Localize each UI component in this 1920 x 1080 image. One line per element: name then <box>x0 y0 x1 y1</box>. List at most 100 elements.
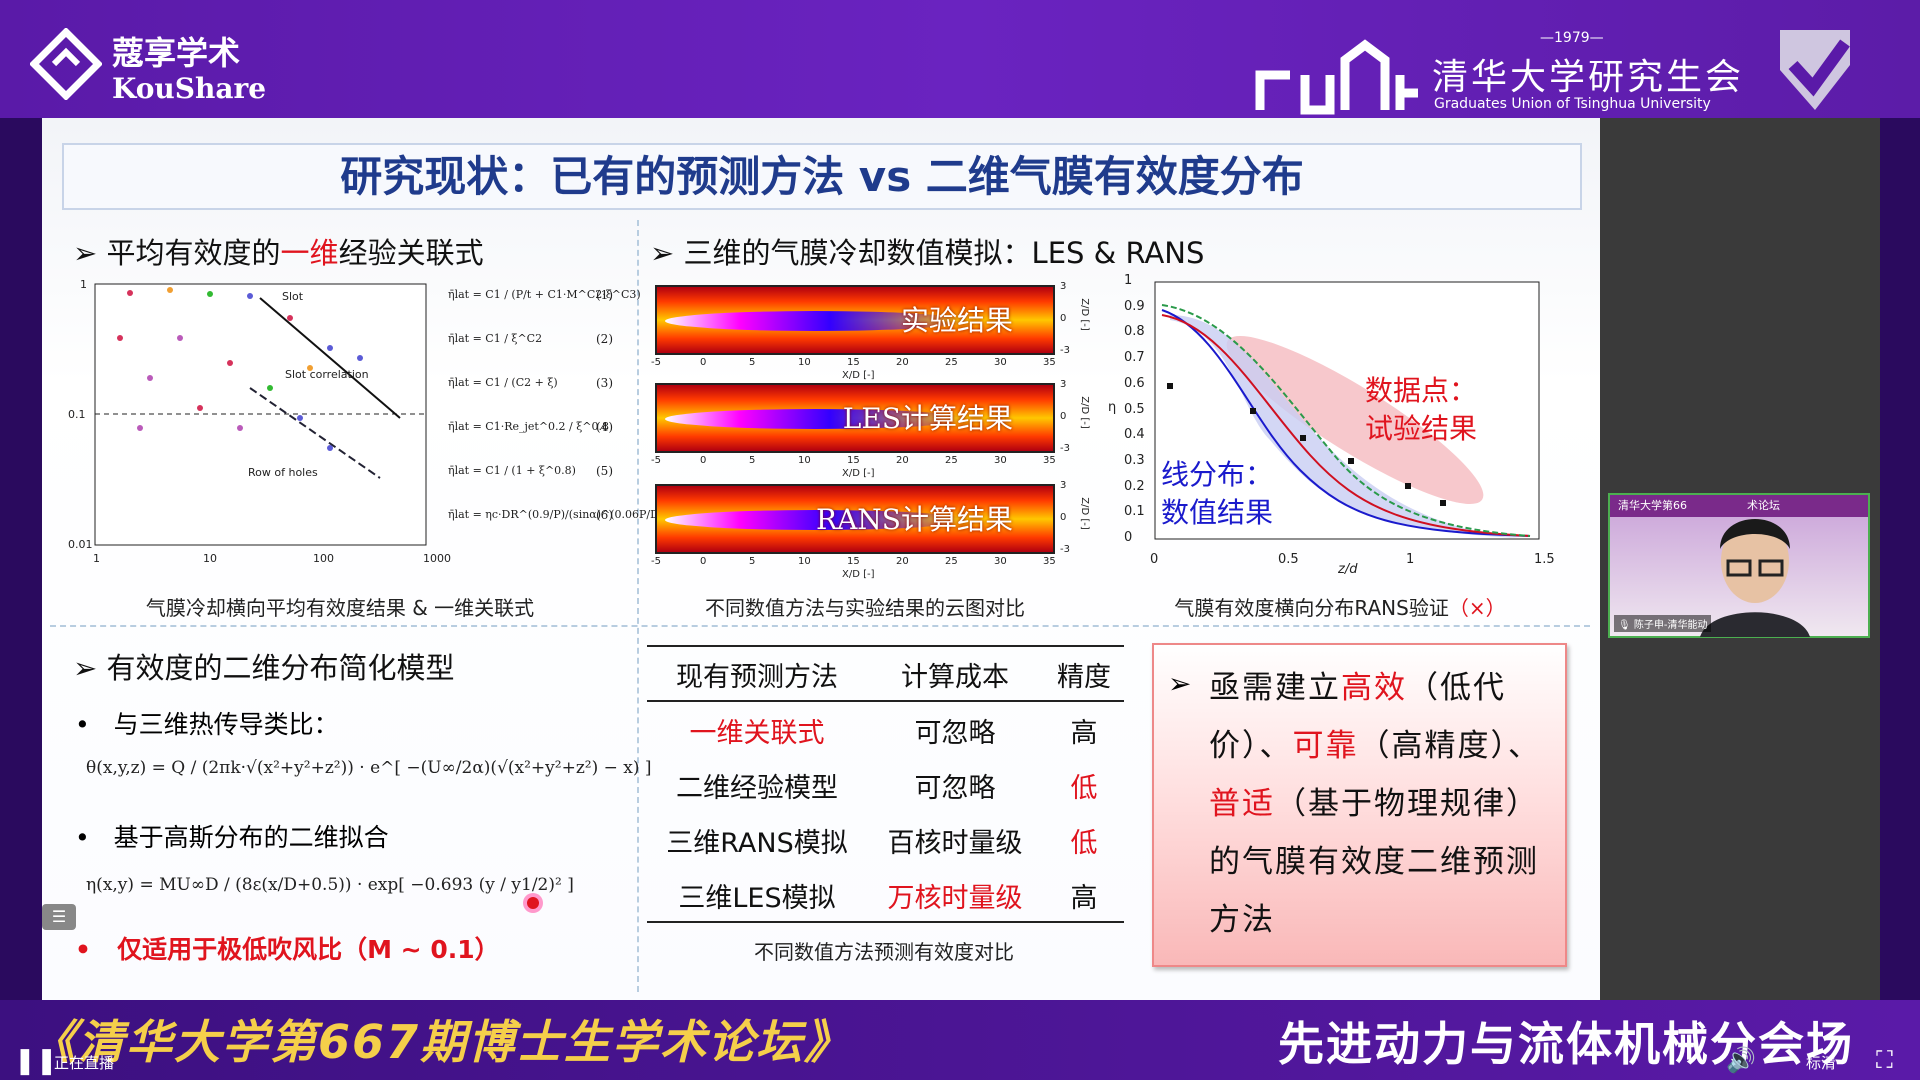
bullet: • 与三维热传导类比： <box>75 710 339 739</box>
bullet-text: 与三维热传导类比： <box>113 710 339 739</box>
note-line: 线分布： <box>1161 458 1274 491</box>
y-tick-label: 0.1 <box>1124 504 1145 520</box>
table-header: 现有预测方法 <box>676 662 838 693</box>
caption: 气膜有效度横向分布RANS验证（×） <box>1174 592 1505 621</box>
y-axis-label: Z/D [-] <box>1078 396 1090 429</box>
table-cell: 万核时量级 <box>887 883 1023 914</box>
live-status: 正在直播 <box>54 1054 115 1072</box>
table-cell: 低 <box>1070 773 1098 804</box>
conclusion-box: ➢ 亟需建立高效（低代价）、可靠（高精度）、普适（基于物理规律）的气膜有效度二维… <box>1152 643 1567 967</box>
table-rule <box>647 645 1124 647</box>
y-tick-label: 0.2 <box>1124 478 1145 494</box>
volume-button[interactable]: 🔊 <box>1726 1046 1756 1074</box>
contour-panel: RANS计算结果 <box>655 484 1055 554</box>
y-tick-label: 3 <box>1060 379 1067 390</box>
y-tick-label: 0 <box>1060 313 1067 324</box>
table-rule <box>647 921 1124 923</box>
banner-text: 清华大学第66 <box>1618 499 1687 512</box>
scatter-cloud <box>117 287 363 451</box>
koushare-logo <box>30 28 102 100</box>
jet-plume <box>665 510 965 530</box>
equation: η(x,y) = MU∞D / (8ε(x/D+0.5)) · exp[ −0.… <box>86 875 574 895</box>
annotation: Slot <box>282 290 304 303</box>
fullscreen-button[interactable]: ⛶ <box>1876 1046 1893 1074</box>
bullet: • 仅适用于极低吹风比（M ~ 0.1） <box>75 935 500 964</box>
x-tick-label: 0 <box>700 357 707 368</box>
highlight: 普适 <box>1209 786 1275 822</box>
section-heading: ➢ 平均有效度的一维经验关联式 <box>73 236 484 270</box>
lines-highlight <box>1170 315 1520 538</box>
highlight: 可靠 <box>1292 728 1359 764</box>
menu-button[interactable]: ☰ <box>42 904 76 930</box>
heading-text: 平均有效度的 <box>106 236 281 270</box>
bullet-arrow: ➢ <box>1168 667 1192 700</box>
y-tick-label: 0.7 <box>1124 350 1145 366</box>
x-tick-label: 5 <box>749 556 756 567</box>
note-line: 数据点： <box>1365 374 1478 407</box>
text: （低代价）、 <box>1209 670 1506 764</box>
equation: θ(x,y,z) = Q / (2πk·√(x²+y²+z²)) · e^[ −… <box>86 758 652 778</box>
contour-panel: LES计算结果 <box>655 383 1055 453</box>
pause-button[interactable]: ❚❚ <box>14 1046 58 1076</box>
x-tick-label: 5 <box>749 357 756 368</box>
x-tick-label: 25 <box>945 357 958 368</box>
x-tick-label: 10 <box>798 357 811 368</box>
bottom-banner: 《清华大学第667期博士生学术论坛》 先进动力与流体机械分会场 ❚❚ 正在直播 … <box>0 1000 1920 1080</box>
venue-title: 先进动力与流体机械分会场 <box>1278 1017 1854 1071</box>
y-tick-label: 3 <box>1060 281 1067 292</box>
y-tick-label: 0.01 <box>68 538 93 551</box>
curve <box>1161 309 1531 537</box>
highlight: 高效 <box>1341 670 1407 706</box>
scatter-figure <box>94 283 427 546</box>
curve <box>1161 304 1531 537</box>
x-tick-label: -5 <box>651 455 661 466</box>
x-tick-label: 10 <box>798 556 811 567</box>
jet-plume <box>665 311 965 331</box>
x-tick-label: 0 <box>1150 552 1159 567</box>
caption-mark: （×） <box>1448 596 1506 620</box>
table-cell: 高 <box>1070 718 1098 749</box>
union-en: Graduates Union of Tsinghua University <box>1434 96 1711 112</box>
y-axis-label: Z/D [-] <box>1078 298 1090 331</box>
y-tick-label: 0.9 <box>1124 298 1145 314</box>
brand-en: KouShare <box>112 72 267 105</box>
x-tick-label: -5 <box>651 357 661 368</box>
y-tick-label: 1 <box>80 278 87 291</box>
brand-cn: 蔻享学术 <box>112 34 241 72</box>
table-rule <box>647 700 1124 702</box>
table-cell: 可忽略 <box>914 773 996 804</box>
jet-plume <box>665 409 965 429</box>
x-tick-label: 1 <box>93 552 100 565</box>
bullet-text: 基于高斯分布的二维拟合 <box>113 823 389 852</box>
divider <box>637 220 639 992</box>
webcam-banner: 清华大学第66 术论坛 <box>1610 495 1868 517</box>
table-cell: 高 <box>1070 883 1098 914</box>
quality-button[interactable]: 标清 <box>1806 1054 1837 1072</box>
bullet-text: 仅适用于极低吹风比（M ~ 0.1） <box>117 935 500 964</box>
speaker-name-text: 陈子申-清华能动 <box>1633 620 1708 631</box>
x-tick-label: 0 <box>700 455 707 466</box>
y-tick-label: -3 <box>1060 443 1070 454</box>
panel-label: 实验结果 <box>900 304 1013 337</box>
table-cell: 百核时量级 <box>887 828 1023 859</box>
x-tick-label: 30 <box>994 556 1007 567</box>
x-tick-label: 15 <box>847 357 860 368</box>
x-tick-label: 35 <box>1043 556 1056 567</box>
y-tick-label: 0.5 <box>1124 401 1145 417</box>
equation-number: (6) <box>596 508 613 522</box>
heading-text: 有效度的二维分布简化模型 <box>106 651 455 685</box>
pointer-dot <box>527 897 539 909</box>
panel-label: RANS计算结果 <box>816 503 1013 536</box>
y-tick-label: 1 <box>1124 273 1133 288</box>
equation: η̄lat = C1·Re_jet^0.2 / ξ^0.8 <box>448 420 610 433</box>
x-tick-label: 25 <box>945 455 958 466</box>
equation: η̄lat = C1 / ξ^C2 <box>448 332 543 345</box>
caption: 不同数值方法与实验结果的云图对比 <box>705 596 1025 620</box>
note-line: 试验结果 <box>1365 412 1478 445</box>
x-tick-label: 10 <box>798 455 811 466</box>
table-cell: 三维RANS模拟 <box>666 828 848 859</box>
curve <box>1161 314 1531 537</box>
conclusion-text: 亟需建立高效（低代价）、可靠（高精度）、普适（基于物理规律）的气膜有效度二维预测… <box>1209 659 1559 949</box>
speaker-name: 🎙 陈子申-清华能动 <box>1614 615 1712 632</box>
